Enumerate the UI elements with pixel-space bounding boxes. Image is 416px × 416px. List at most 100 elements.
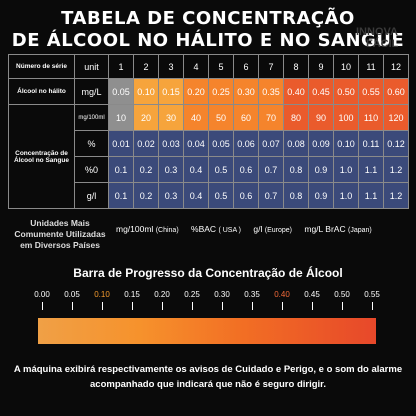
blood-cell: 80 xyxy=(283,104,309,131)
watermark-logo: INNOVA FÁCIL xyxy=(356,26,398,50)
breath-cell: 0.25 xyxy=(208,78,234,105)
blood-cell: 0.9 xyxy=(308,156,334,183)
blood-cell: 0.1 xyxy=(108,182,134,209)
tick-label: 0.00 xyxy=(34,290,50,299)
blood-cell: 0.4 xyxy=(183,182,209,209)
title-line-1: TABELA DE CONCENTRAÇÃO xyxy=(61,8,355,29)
blood-cell: 0.02 xyxy=(133,130,159,157)
blood-cell: 30 xyxy=(158,104,184,131)
tick-mark xyxy=(312,302,313,310)
blood-cell: 110 xyxy=(358,104,384,131)
tick-mark xyxy=(42,302,43,310)
blood-cell: 1.0 xyxy=(333,156,359,183)
concentration-progress-bar xyxy=(38,318,376,344)
breath-cell: 0.15 xyxy=(158,78,184,105)
blood-unit: mg/100ml xyxy=(74,104,109,131)
watermark-line-1: INNOVA xyxy=(356,26,398,38)
blood-cell: 0.5 xyxy=(208,182,234,209)
blood-row: Concentração de Álcool no Sangue mg/100m… xyxy=(8,104,409,209)
blood-cell: 0.2 xyxy=(133,156,159,183)
blood-cell: 40 xyxy=(183,104,209,131)
blood-unit: %0 xyxy=(74,156,109,183)
blood-cell: 1.2 xyxy=(383,182,409,209)
blood-cell: 0.2 xyxy=(133,182,159,209)
blood-cell: 0.8 xyxy=(283,182,309,209)
units-label: Unidades Mais Comumente Utilizadas em Di… xyxy=(14,218,106,250)
tick-mark xyxy=(132,302,133,310)
tick-mark xyxy=(252,302,253,310)
breath-cell: 0.10 xyxy=(133,78,159,105)
blood-cell: 1.1 xyxy=(358,182,384,209)
column-header: 7 xyxy=(258,54,284,79)
tick-label: 0.25 xyxy=(184,290,200,299)
tick-mark xyxy=(282,302,283,310)
blood-cell: 0.08 xyxy=(283,130,309,157)
blood-cell: 0.05 xyxy=(208,130,234,157)
breath-cell: 0.20 xyxy=(183,78,209,105)
blood-row: % 0.01 0.02 0.03 0.04 0.05 0.06 0.07 0.0… xyxy=(9,130,409,157)
blood-cell: 0.6 xyxy=(233,156,259,183)
column-header: 12 xyxy=(383,54,409,79)
breath-cell: 0.05 xyxy=(108,78,134,105)
column-header: 1 xyxy=(108,54,134,79)
breath-unit: mg/L xyxy=(74,78,109,105)
column-header: 5 xyxy=(208,54,234,79)
blood-cell: 0.3 xyxy=(158,182,184,209)
tick-label: 0.55 xyxy=(364,290,380,299)
unit-europe: g/l (Europe) xyxy=(253,224,292,234)
column-header: 2 xyxy=(133,54,159,79)
column-header: 4 xyxy=(183,54,209,79)
breath-cell: 0.40 xyxy=(283,78,309,105)
blood-cell: 90 xyxy=(308,104,334,131)
blood-cell: 0.9 xyxy=(308,182,334,209)
blood-unit: g/l xyxy=(74,182,109,209)
title-line-2: DE ÁLCOOL NO HÁLITO E NO SANGUE xyxy=(11,30,405,51)
tick-label: 0.35 xyxy=(244,290,260,299)
column-header: 10 xyxy=(333,54,359,79)
column-header: 8 xyxy=(283,54,309,79)
watermark-line-2: FÁCIL xyxy=(366,38,399,50)
blood-cell: 100 xyxy=(333,104,359,131)
blood-row: g/l 0.1 0.2 0.3 0.4 0.5 0.6 0.7 0.8 0.9 … xyxy=(9,182,409,209)
blood-cell: 1.2 xyxy=(383,156,409,183)
blood-cell: 0.04 xyxy=(183,130,209,157)
tick-label: 0.20 xyxy=(154,290,170,299)
blood-cell: 0.5 xyxy=(208,156,234,183)
blood-cell: 0.1 xyxy=(108,156,134,183)
column-header: 11 xyxy=(358,54,384,79)
blood-cell: 0.07 xyxy=(258,130,284,157)
blood-row: %0 0.1 0.2 0.3 0.4 0.5 0.6 0.7 0.8 0.9 1… xyxy=(9,156,409,183)
breath-cell: 0.30 xyxy=(233,78,259,105)
blood-cell: 0.11 xyxy=(358,130,384,157)
unit-china: mg/100ml (China) xyxy=(116,224,179,234)
tick-label: 0.30 xyxy=(214,290,230,299)
breath-cell: 0.50 xyxy=(333,78,359,105)
tick-label: 0.40 xyxy=(274,290,290,299)
column-header: 6 xyxy=(233,54,259,79)
blood-cell: 0.7 xyxy=(258,182,284,209)
unit-japan: mg/L BrAC (Japan) xyxy=(304,224,372,234)
blood-cell: 0.03 xyxy=(158,130,184,157)
tick-mark xyxy=(192,302,193,310)
column-header: 3 xyxy=(158,54,184,79)
units-list: mg/100ml (China) %BAC ( USA ) g/l (Europ… xyxy=(116,224,382,234)
tick-mark xyxy=(342,302,343,310)
blood-cell: 120 xyxy=(383,104,409,131)
header-label: Número de série xyxy=(8,54,75,79)
blood-cell: 20 xyxy=(133,104,159,131)
progress-bar-title: Barra de Progresso da Concentração de Ál… xyxy=(73,266,343,280)
blood-cell: 60 xyxy=(233,104,259,131)
blood-cell: 0.09 xyxy=(308,130,334,157)
blood-cell: 50 xyxy=(208,104,234,131)
blood-cell: 0.7 xyxy=(258,156,284,183)
tick-label: 0.05 xyxy=(64,290,80,299)
tick-mark xyxy=(72,302,73,310)
tick-mark xyxy=(162,302,163,310)
warning-note: A máquina exibirá respectivamente os avi… xyxy=(13,364,403,390)
tick-mark xyxy=(102,302,103,310)
blood-cell: 0.12 xyxy=(383,130,409,157)
breath-cell: 0.60 xyxy=(383,78,409,105)
tick-label: 0.10 xyxy=(94,290,110,299)
blood-cell: 0.8 xyxy=(283,156,309,183)
blood-cell: 0.3 xyxy=(158,156,184,183)
